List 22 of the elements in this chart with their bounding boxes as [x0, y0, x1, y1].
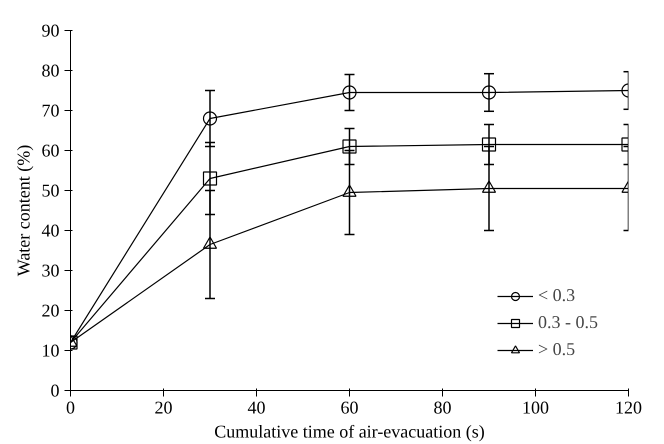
- y-tick-label: 30: [42, 260, 60, 280]
- legend-label: > 0.5: [538, 339, 576, 360]
- x-tick-label: 80: [434, 398, 452, 418]
- y-tick-label: 40: [42, 220, 60, 240]
- y-tick-label: 0: [50, 380, 60, 400]
- x-axis-title: Cumulative time of air-evacuation (s): [214, 422, 485, 442]
- x-tick-label: 60: [340, 398, 358, 418]
- legend-label: 0.3 - 0.5: [538, 312, 598, 333]
- x-tick-label: 100: [522, 398, 549, 418]
- y-tick-label: 80: [42, 60, 60, 80]
- y-tick-label: 60: [42, 140, 60, 160]
- y-tick-label: 50: [42, 180, 60, 200]
- y-axis-title: Water content (%): [14, 144, 34, 276]
- x-tick-label: 120: [615, 398, 642, 418]
- y-tick-label: 20: [42, 300, 60, 320]
- y-tick-label: 70: [42, 100, 60, 120]
- x-tick-label: 40: [248, 398, 266, 418]
- y-tick-label: 90: [42, 20, 60, 40]
- x-tick-label: 0: [66, 398, 75, 418]
- x-tick-label: 20: [154, 398, 172, 418]
- y-tick-label: 10: [42, 340, 60, 360]
- legend-label: < 0.3: [538, 285, 576, 306]
